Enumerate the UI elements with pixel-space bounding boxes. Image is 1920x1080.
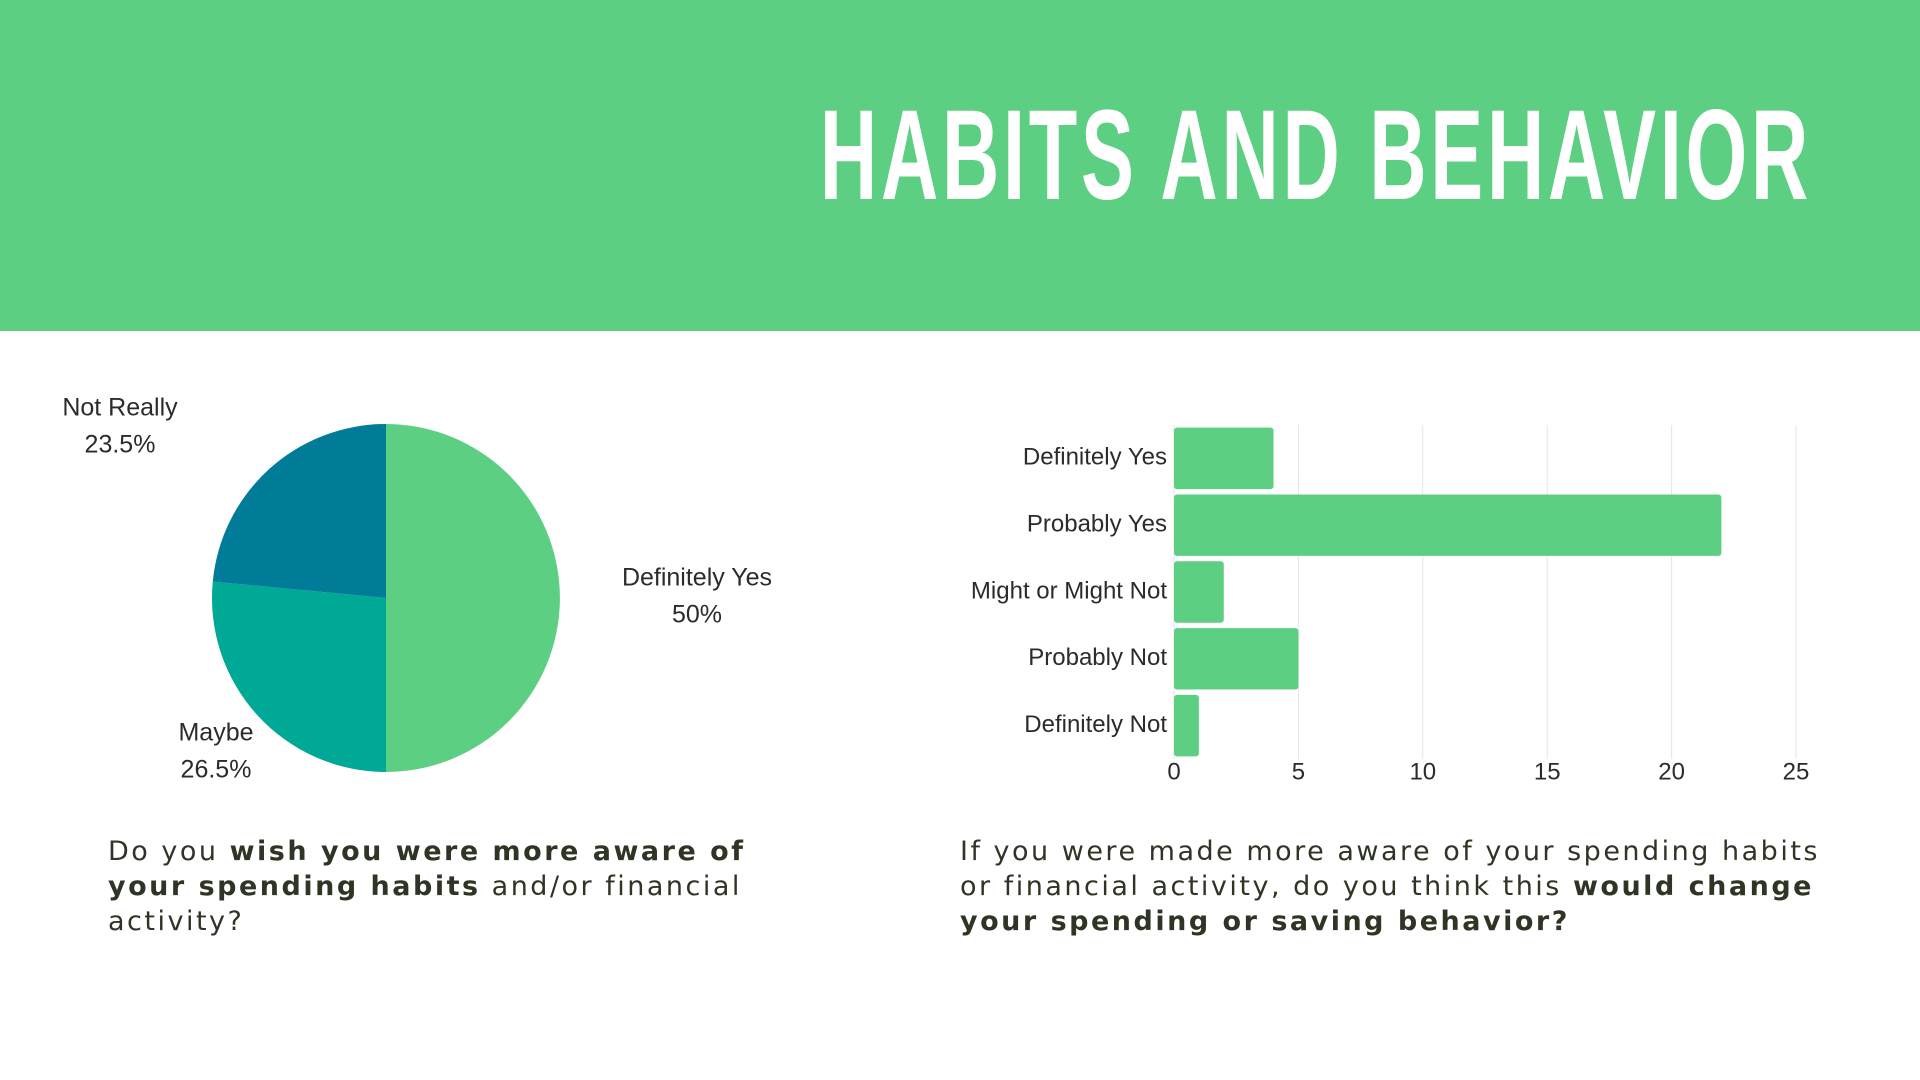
caption-text: wish you were more aware of your spendin… — [108, 836, 746, 902]
y-tick-label: Probably Not — [1028, 644, 1167, 671]
bar — [1174, 494, 1722, 556]
bar — [1174, 694, 1199, 757]
x-tick-label: 20 — [1658, 758, 1685, 785]
x-tick-label: 0 — [1167, 758, 1180, 785]
caption-left: Do you wish you were more aware of your … — [108, 834, 758, 939]
header-band — [0, 0, 1920, 331]
y-tick-label: Definitely Not — [1024, 711, 1167, 738]
y-tick-label: Probably Yes — [1027, 511, 1167, 538]
slice-value-label: 50% — [672, 601, 722, 629]
x-tick-label: 15 — [1534, 758, 1561, 785]
caption-text: would change your spending or saving beh… — [960, 871, 1814, 937]
slice-label: Not Really — [62, 394, 178, 422]
pie-slice — [386, 424, 560, 772]
caption-right: If you were made more aware of your spen… — [960, 834, 1820, 939]
slice-value-label: 23.5% — [85, 431, 156, 459]
slice-value-label: 26.5% — [181, 756, 252, 784]
pie-slice — [212, 581, 386, 772]
caption-text: If you were made more aware of your spen… — [960, 836, 1820, 902]
slice-label: Maybe — [178, 719, 253, 747]
x-tick-label: 10 — [1409, 758, 1436, 785]
bar — [1174, 427, 1274, 490]
header-title-group: HABITS AND BEHAVIOR — [820, 83, 1812, 226]
y-tick-label: Might or Might Not — [971, 577, 1167, 604]
header-title: HABITS AND BEHAVIOR — [820, 83, 1812, 226]
slice-label: Definitely Yes — [622, 564, 772, 592]
caption-text: and/or financial activity? — [108, 871, 742, 937]
pie-slice — [212, 424, 386, 598]
bar — [1174, 628, 1299, 690]
bar — [1174, 561, 1224, 623]
x-tick-label: 25 — [1783, 758, 1810, 785]
x-tick-label: 5 — [1292, 758, 1305, 785]
caption-text: Do you — [108, 836, 230, 867]
y-tick-label: Definitely Yes — [1023, 444, 1167, 471]
